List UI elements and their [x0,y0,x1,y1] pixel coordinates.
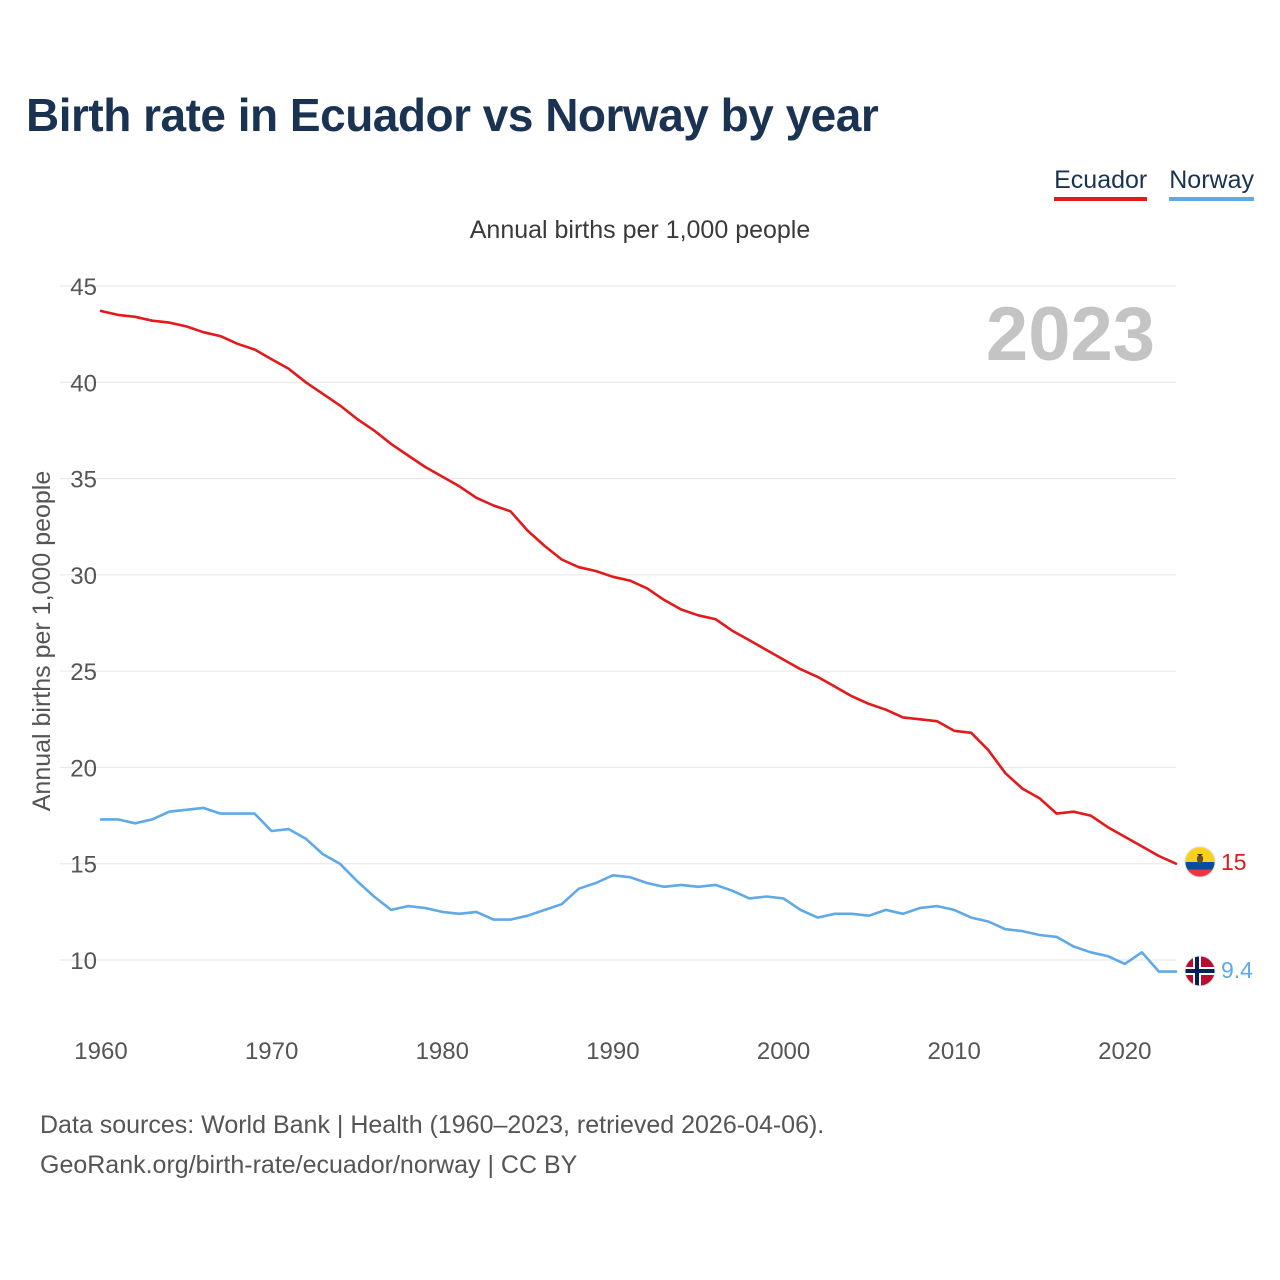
x-tick-label: 2010 [927,1038,980,1065]
y-tick-label: 45 [70,274,97,301]
x-tick-label: 1960 [74,1038,127,1065]
gridlines [60,285,1176,961]
y-tick-label: 30 [70,563,97,590]
norway-flag-icon [1184,955,1216,987]
x-tick-label: 1980 [416,1038,469,1065]
y-axis-ticks: 10 15 20 25 30 35 40 45 [70,274,97,975]
x-tick-label: 2020 [1098,1038,1151,1065]
series-lines [99,309,1178,973]
y-tick-label: 25 [70,659,97,686]
y-tick-label: 15 [70,852,97,879]
x-tick-label: 1970 [245,1038,298,1065]
x-tick-label: 2000 [757,1038,810,1065]
ecuador-flag-icon [1184,846,1216,878]
legend-item-norway[interactable]: Norway [1169,166,1254,201]
series-line-norway [99,806,1178,973]
legend-item-ecuador[interactable]: Ecuador [1054,166,1148,201]
y-tick-label: 40 [70,370,97,397]
legend: Ecuador Norway [1054,166,1254,201]
chart-title: Birth rate in Ecuador vs Norway by year [26,89,879,141]
y-tick-label: 20 [70,755,97,782]
chart-subtitle: Annual births per 1,000 people [469,216,811,244]
y-axis-label: Annual births per 1,000 people [28,471,56,812]
line-chart: 10 15 20 25 30 35 40 45 1960 1970 1980 1990 2000 201… [28,274,1253,1065]
source-line-1: Data sources: World Bank | Health (1960–… [40,1111,825,1139]
norway-end-label: 9.4 [1221,957,1253,983]
year-watermark: 2023 [986,292,1155,377]
x-tick-label: 1990 [586,1038,639,1065]
y-tick-label: 35 [70,467,97,494]
y-tick-label: 10 [70,948,97,975]
source-line-2[interactable]: GeoRank.org/birth-rate/ecuador/norway | … [40,1151,578,1179]
source-note: Data sources: World Bank | Health (1960–… [40,1105,824,1185]
series-line-ecuador [99,309,1178,866]
ecuador-end-label: 15 [1221,849,1247,875]
x-axis-ticks: 1960 1970 1980 1990 2000 2010 2020 [74,1038,1151,1065]
